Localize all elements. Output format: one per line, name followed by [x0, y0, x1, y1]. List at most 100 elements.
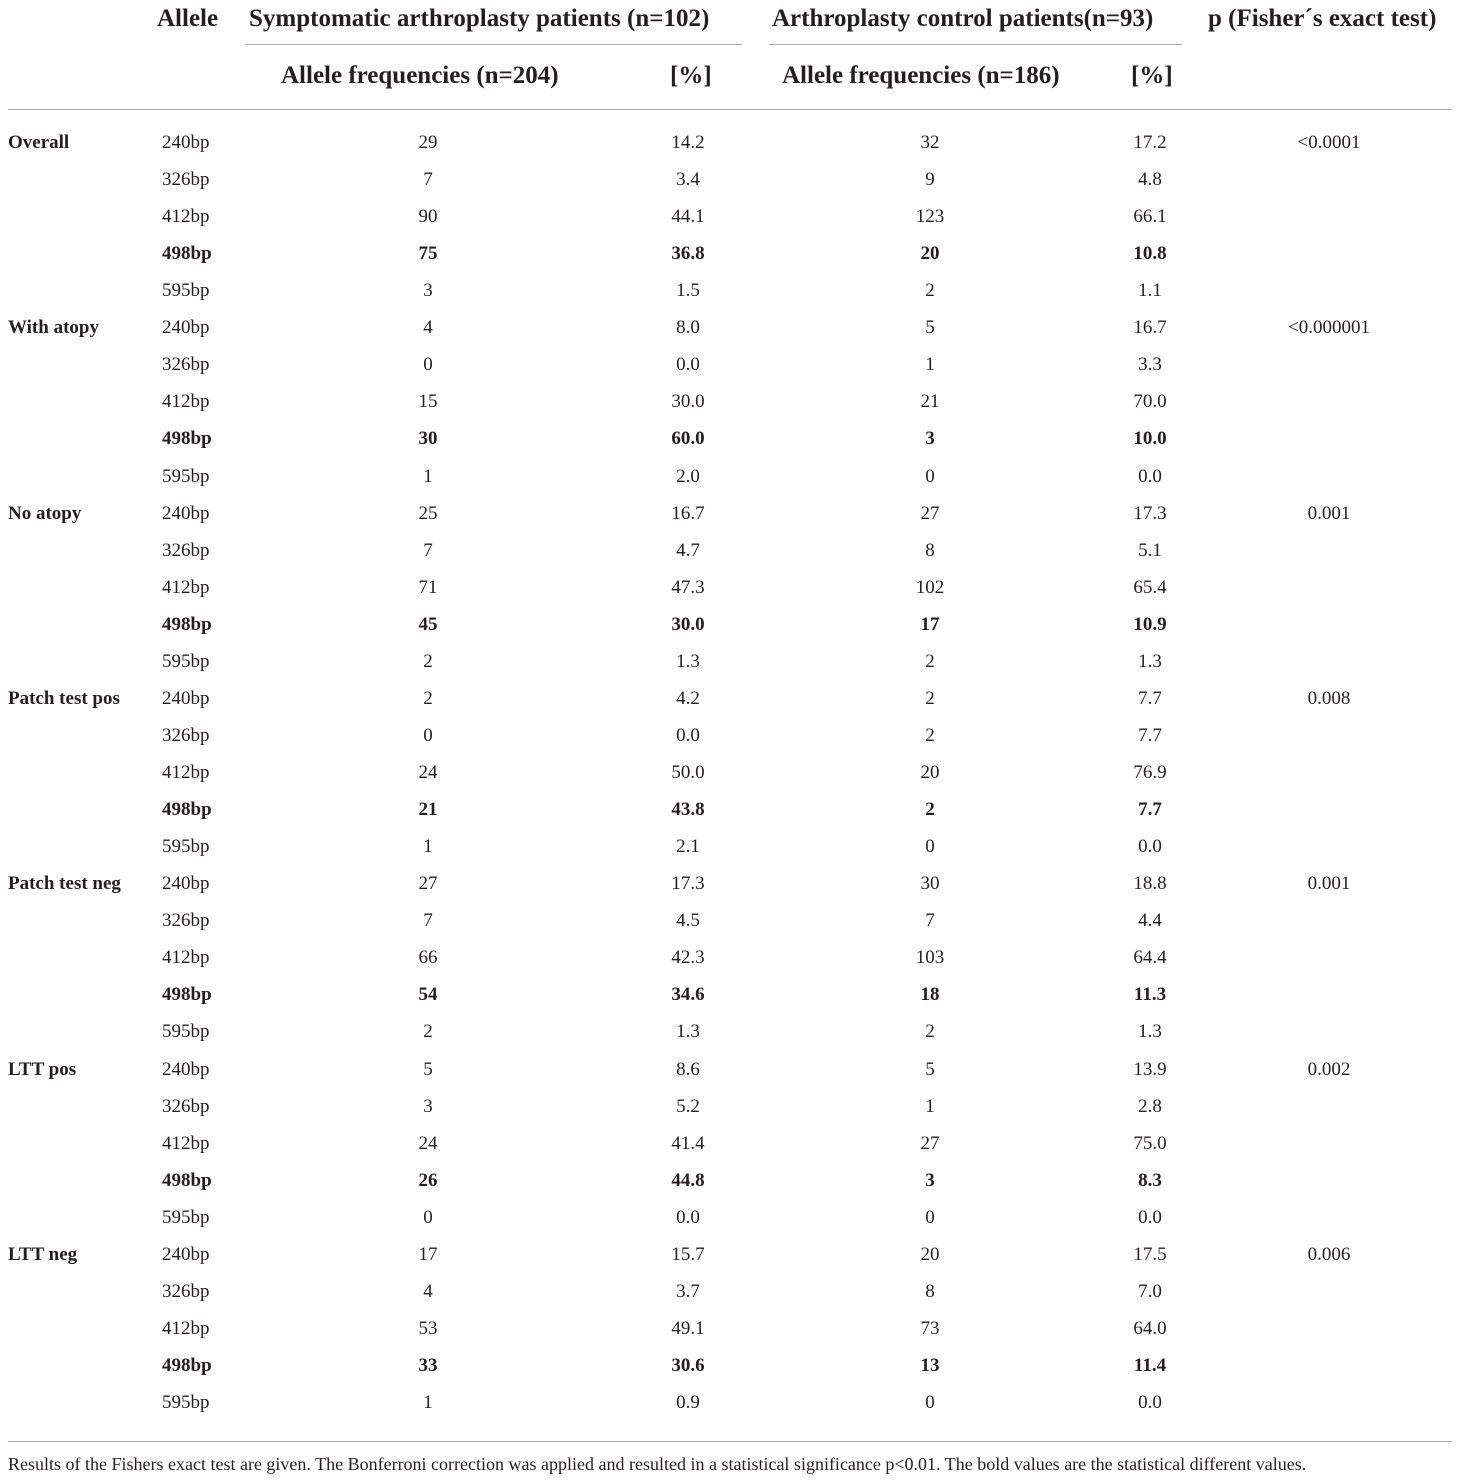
- control-count-cell: 3: [925, 1170, 935, 1191]
- symptomatic-count-cell: 5: [423, 1059, 433, 1080]
- symptomatic-count-cell: 1: [423, 836, 433, 857]
- symptomatic-count-cell: 24: [418, 762, 438, 783]
- header-underline-symptomatic: [246, 44, 742, 45]
- control-count-cell: 20: [920, 762, 940, 783]
- control-count-cell: 0: [925, 836, 935, 857]
- allele-cell: 240bp: [162, 317, 210, 338]
- control-count-cell: 27: [920, 503, 940, 524]
- allele-cell: 498bp: [162, 614, 212, 635]
- header-allele: Allele: [157, 5, 219, 32]
- control-percent-cell: 0.0: [1138, 1392, 1162, 1413]
- header-ctl-freq: Allele frequencies (n=186): [782, 62, 1060, 89]
- table-row: LTT neg 240bp 17 15.7 20 17.5 0.006: [0, 1243, 1460, 1280]
- table-row: 595bp 1 2.0 0 0.0: [0, 465, 1460, 502]
- table-row: 498bp 33 30.6 13 11.4: [0, 1354, 1460, 1391]
- control-count-cell: 8: [925, 1281, 935, 1302]
- p-value-cell: 0.001: [1307, 873, 1351, 894]
- allele-cell: 595bp: [162, 1392, 210, 1413]
- symptomatic-percent-cell: 4.5: [676, 910, 700, 931]
- symptomatic-count-cell: 26: [418, 1170, 438, 1191]
- control-percent-cell: 64.0: [1133, 1318, 1167, 1339]
- symptomatic-percent-cell: 34.6: [671, 984, 705, 1005]
- symptomatic-percent-cell: 60.0: [671, 428, 705, 449]
- allele-cell: 240bp: [162, 503, 210, 524]
- symptomatic-percent-cell: 14.2: [671, 132, 705, 153]
- allele-cell: 412bp: [162, 577, 210, 598]
- allele-cell: 326bp: [162, 725, 210, 746]
- p-value-cell: 0.001: [1307, 503, 1351, 524]
- header-sym-freq: Allele frequencies (n=204): [281, 62, 559, 89]
- table-row: 498bp 75 36.8 20 10.8: [0, 242, 1460, 279]
- p-value-cell: <0.0001: [1297, 132, 1361, 153]
- p-value-cell: 0.006: [1307, 1244, 1351, 1265]
- control-percent-cell: 70.0: [1133, 391, 1167, 412]
- table-row: 595bp 2 1.3 2 1.3: [0, 1020, 1460, 1057]
- symptomatic-count-cell: 27: [418, 873, 438, 894]
- table-row: LTT pos 240bp 5 8.6 5 13.9 0.002: [0, 1058, 1460, 1095]
- symptomatic-percent-cell: 0.0: [676, 354, 700, 375]
- symptomatic-percent-cell: 49.1: [671, 1318, 705, 1339]
- symptomatic-percent-cell: 0.0: [676, 1207, 700, 1228]
- control-percent-cell: 7.7: [1138, 725, 1162, 746]
- control-percent-cell: 5.1: [1138, 540, 1162, 561]
- control-count-cell: 30: [920, 873, 940, 894]
- control-percent-cell: 1.3: [1138, 651, 1162, 672]
- row-group-label: No atopy: [8, 503, 82, 524]
- p-value-cell: <0.000001: [1288, 317, 1370, 338]
- symptomatic-count-cell: 7: [423, 169, 433, 190]
- control-percent-cell: 7.7: [1138, 688, 1162, 709]
- allele-cell: 595bp: [162, 836, 210, 857]
- symptomatic-count-cell: 7: [423, 540, 433, 561]
- symptomatic-count-cell: 21: [418, 799, 438, 820]
- control-percent-cell: 11.4: [1133, 1355, 1167, 1376]
- allele-cell: 412bp: [162, 391, 210, 412]
- symptomatic-percent-cell: 42.3: [671, 947, 705, 968]
- symptomatic-percent-cell: 16.7: [671, 503, 705, 524]
- allele-cell: 326bp: [162, 354, 210, 375]
- symptomatic-count-cell: 75: [418, 243, 438, 264]
- table-row: 595bp 1 0.9 0 0.0: [0, 1391, 1460, 1428]
- allele-cell: 240bp: [162, 873, 210, 894]
- symptomatic-count-cell: 4: [423, 317, 433, 338]
- control-percent-cell: 13.9: [1133, 1059, 1167, 1080]
- control-percent-cell: 7.7: [1138, 799, 1162, 820]
- control-percent-cell: 10.8: [1133, 243, 1167, 264]
- symptomatic-percent-cell: 3.7: [676, 1281, 700, 1302]
- allele-cell: 240bp: [162, 1059, 210, 1080]
- allele-cell: 326bp: [162, 540, 210, 561]
- row-group-label: With atopy: [8, 317, 99, 338]
- control-count-cell: 1: [925, 1096, 935, 1117]
- symptomatic-count-cell: 53: [418, 1318, 438, 1339]
- symptomatic-percent-cell: 4.7: [676, 540, 700, 561]
- allele-cell: 498bp: [162, 1170, 212, 1191]
- row-group-label: Patch test neg: [8, 873, 121, 894]
- header-sym-pct: [%]: [670, 62, 712, 89]
- control-count-cell: 20: [920, 1244, 940, 1265]
- row-group-label: Patch test pos: [8, 688, 120, 709]
- control-count-cell: 21: [920, 391, 940, 412]
- row-group-label: Overall: [8, 132, 70, 153]
- symptomatic-percent-cell: 2.0: [676, 466, 700, 487]
- control-count-cell: 2: [925, 725, 935, 746]
- symptomatic-count-cell: 2: [423, 688, 433, 709]
- symptomatic-percent-cell: 36.8: [671, 243, 705, 264]
- header-bottom-rule: [8, 109, 1452, 110]
- symptomatic-count-cell: 0: [423, 354, 433, 375]
- row-group-label: LTT pos: [8, 1059, 77, 1080]
- allele-cell: 498bp: [162, 243, 212, 264]
- allele-cell: 498bp: [162, 1355, 212, 1376]
- table-row: 595bp 1 2.1 0 0.0: [0, 835, 1460, 872]
- p-value-cell: 0.008: [1307, 688, 1351, 709]
- allele-cell: 326bp: [162, 1281, 210, 1302]
- symptomatic-count-cell: 3: [423, 280, 433, 301]
- symptomatic-count-cell: 29: [418, 132, 438, 153]
- control-count-cell: 9: [925, 169, 935, 190]
- control-count-cell: 0: [925, 1392, 935, 1413]
- table-row: With atopy 240bp 4 8.0 5 16.7 <0.000001: [0, 316, 1460, 353]
- allele-cell: 595bp: [162, 1207, 210, 1228]
- symptomatic-percent-cell: 41.4: [671, 1133, 705, 1154]
- symptomatic-percent-cell: 47.3: [671, 577, 705, 598]
- control-percent-cell: 2.8: [1138, 1096, 1162, 1117]
- symptomatic-count-cell: 0: [423, 725, 433, 746]
- control-percent-cell: 10.9: [1133, 614, 1167, 635]
